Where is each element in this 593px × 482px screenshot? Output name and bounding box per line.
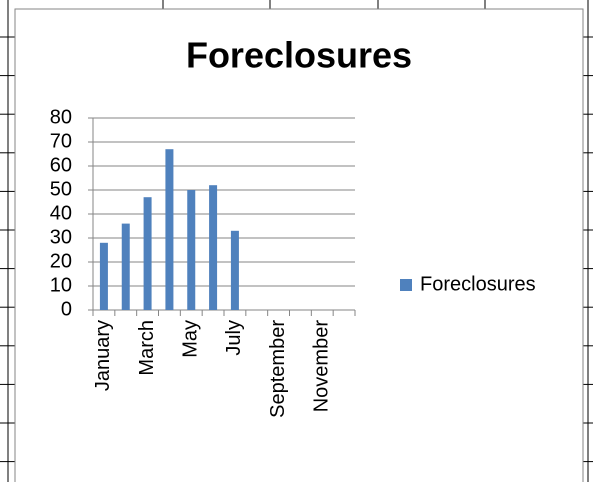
- bar: [165, 149, 174, 310]
- y-tick-label: 60: [50, 154, 72, 176]
- y-tick-label: 20: [50, 250, 72, 272]
- y-tick-label: 50: [50, 178, 72, 200]
- x-tick-label: May: [180, 320, 202, 358]
- x-tick-label: November: [311, 320, 333, 413]
- y-tick-label: 10: [50, 274, 72, 296]
- y-tick-label: 0: [61, 298, 72, 320]
- bar: [121, 223, 130, 310]
- chart-title: Foreclosures: [186, 35, 412, 76]
- bar: [99, 242, 108, 310]
- y-tick-label: 30: [50, 226, 72, 248]
- x-tick-label: September: [267, 320, 289, 418]
- x-tick-label: March: [136, 320, 158, 376]
- y-tick-label: 70: [50, 130, 72, 152]
- x-tick-label: July: [223, 320, 245, 356]
- legend-swatch: [400, 279, 412, 291]
- chart-frame: [14, 8, 584, 482]
- bar: [187, 190, 196, 310]
- bar: [230, 230, 239, 310]
- bar: [209, 185, 218, 310]
- y-tick-label: 80: [50, 106, 72, 128]
- x-tick-label: January: [92, 320, 114, 391]
- y-tick-label: 40: [50, 202, 72, 224]
- bar: [143, 197, 152, 310]
- legend-label: Foreclosures: [420, 273, 536, 295]
